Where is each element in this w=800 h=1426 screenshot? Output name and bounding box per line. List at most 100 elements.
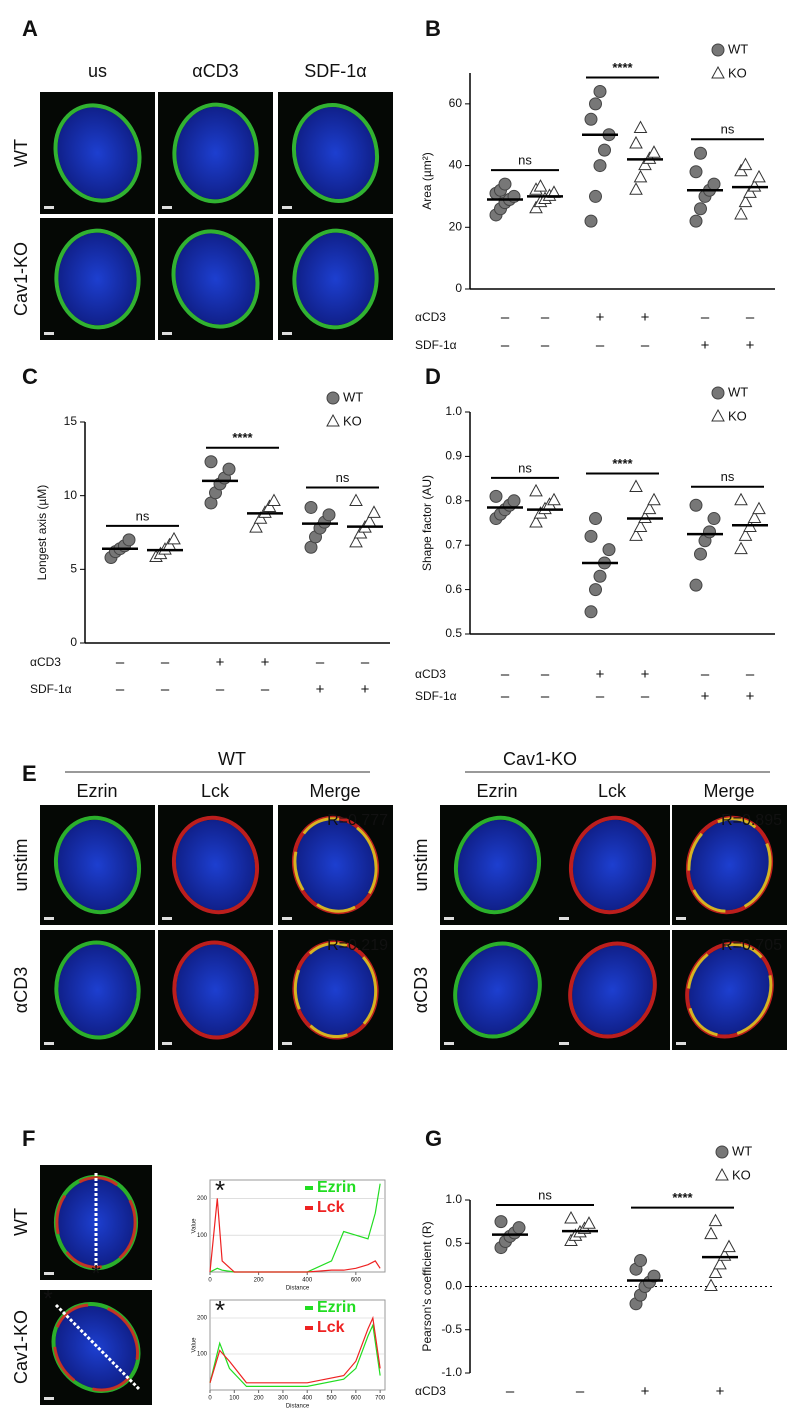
membrane [53,103,142,203]
scale-bar [44,1042,54,1045]
plot-frame [209,1299,386,1391]
data-point [584,529,598,543]
condition-sign: – [261,681,270,698]
label: R=0.219 [327,937,388,954]
y-tick-label: 0.8 [445,493,462,507]
x-tick-label: 500 [327,1396,338,1402]
y-tick-label: 40 [449,158,463,172]
condition-sign: – [506,1383,515,1400]
legend-label: KO [732,1167,751,1182]
data-point [722,1239,736,1253]
condition-sign: – [501,337,510,354]
data-point [634,1254,647,1268]
condition-sign: – [541,688,550,705]
y-tick-label: -0.5 [441,1322,462,1336]
data-point [533,179,548,192]
data-point [704,1226,718,1240]
data-point [734,163,748,177]
condition-sign: + [701,337,710,354]
nucleus [457,819,538,911]
data-point [349,534,363,548]
data-point [738,157,753,171]
data-point [249,520,263,533]
condition-sign: – [116,654,125,671]
scale-bar [282,917,292,920]
data-point [529,483,543,497]
label: Lck [201,781,230,801]
nucleus [175,819,256,911]
membrane [687,817,772,913]
y-tick-label: 20 [449,219,463,233]
data-point [304,500,318,514]
label: us [88,61,107,81]
data-point [494,1215,508,1229]
label: Ezrin [476,781,517,801]
data-point [707,177,721,191]
label: R=0.705 [721,937,782,954]
x-tick-label: 600 [351,1396,362,1402]
data-point [734,541,748,555]
legend-marker [711,386,725,400]
condition-sign: – [576,1383,585,1400]
condition-name: αCD3 [30,655,61,669]
x-tick-label: 200 [254,1396,265,1402]
condition-sign: – [501,666,510,683]
data-point [498,177,512,191]
label: unstim [411,838,431,891]
scale-bar [676,1042,686,1045]
data-point [489,489,503,503]
condition-sign: + [261,654,270,671]
data-point [638,157,652,171]
y-axis-label: Value [192,1337,198,1353]
data-point [584,605,598,619]
legend-swatch [305,1306,313,1310]
panel-letter: E [22,761,37,786]
scale-bar [559,917,569,920]
data-point [367,505,381,518]
label: Ezrin [76,781,117,801]
nucleus [176,944,255,1036]
panel-letter: D [425,364,441,389]
condition-sign: + [701,688,710,705]
data-point [689,214,703,228]
label: αCD3 [192,61,238,81]
condition-sign: – [161,681,170,698]
data-point [713,1256,727,1270]
label: SDF-1α [304,61,366,81]
membrane [568,941,657,1039]
legend-label: Lck [317,1319,345,1336]
condition-sign: – [596,337,605,354]
scale-bar [282,206,292,209]
panel-letter: G [425,1126,442,1151]
legend-marker [711,65,725,79]
scale-bar [444,1042,454,1045]
data-point [529,200,543,214]
nucleus [175,233,256,325]
condition-sign: – [541,666,550,683]
y-tick-label: 5 [70,562,77,576]
membrane [453,815,542,915]
label: Merge [309,781,360,801]
membrane [172,102,259,204]
y-tick-label: 0.6 [445,582,462,596]
label: Lck [598,781,627,801]
legend-swatch [305,1206,313,1210]
data-point [589,97,602,111]
condition-sign: – [701,309,710,326]
scale-bar [282,332,292,335]
y-axis-label: Value [192,1218,198,1234]
x-tick-label: 100 [229,1396,240,1402]
data-point [694,547,707,561]
scale-bar [444,917,454,920]
scale-bar [44,332,54,335]
membrane [292,228,379,330]
y-tick-label: 0.5 [445,626,462,640]
scale-bar [162,1042,172,1045]
profile-curve [209,1315,381,1384]
legend-label: Ezrin [317,1299,356,1316]
membrane [53,815,142,915]
y-axis-label: Shape factor (AU) [420,475,434,571]
data-point [689,165,703,179]
data-point [204,455,218,469]
